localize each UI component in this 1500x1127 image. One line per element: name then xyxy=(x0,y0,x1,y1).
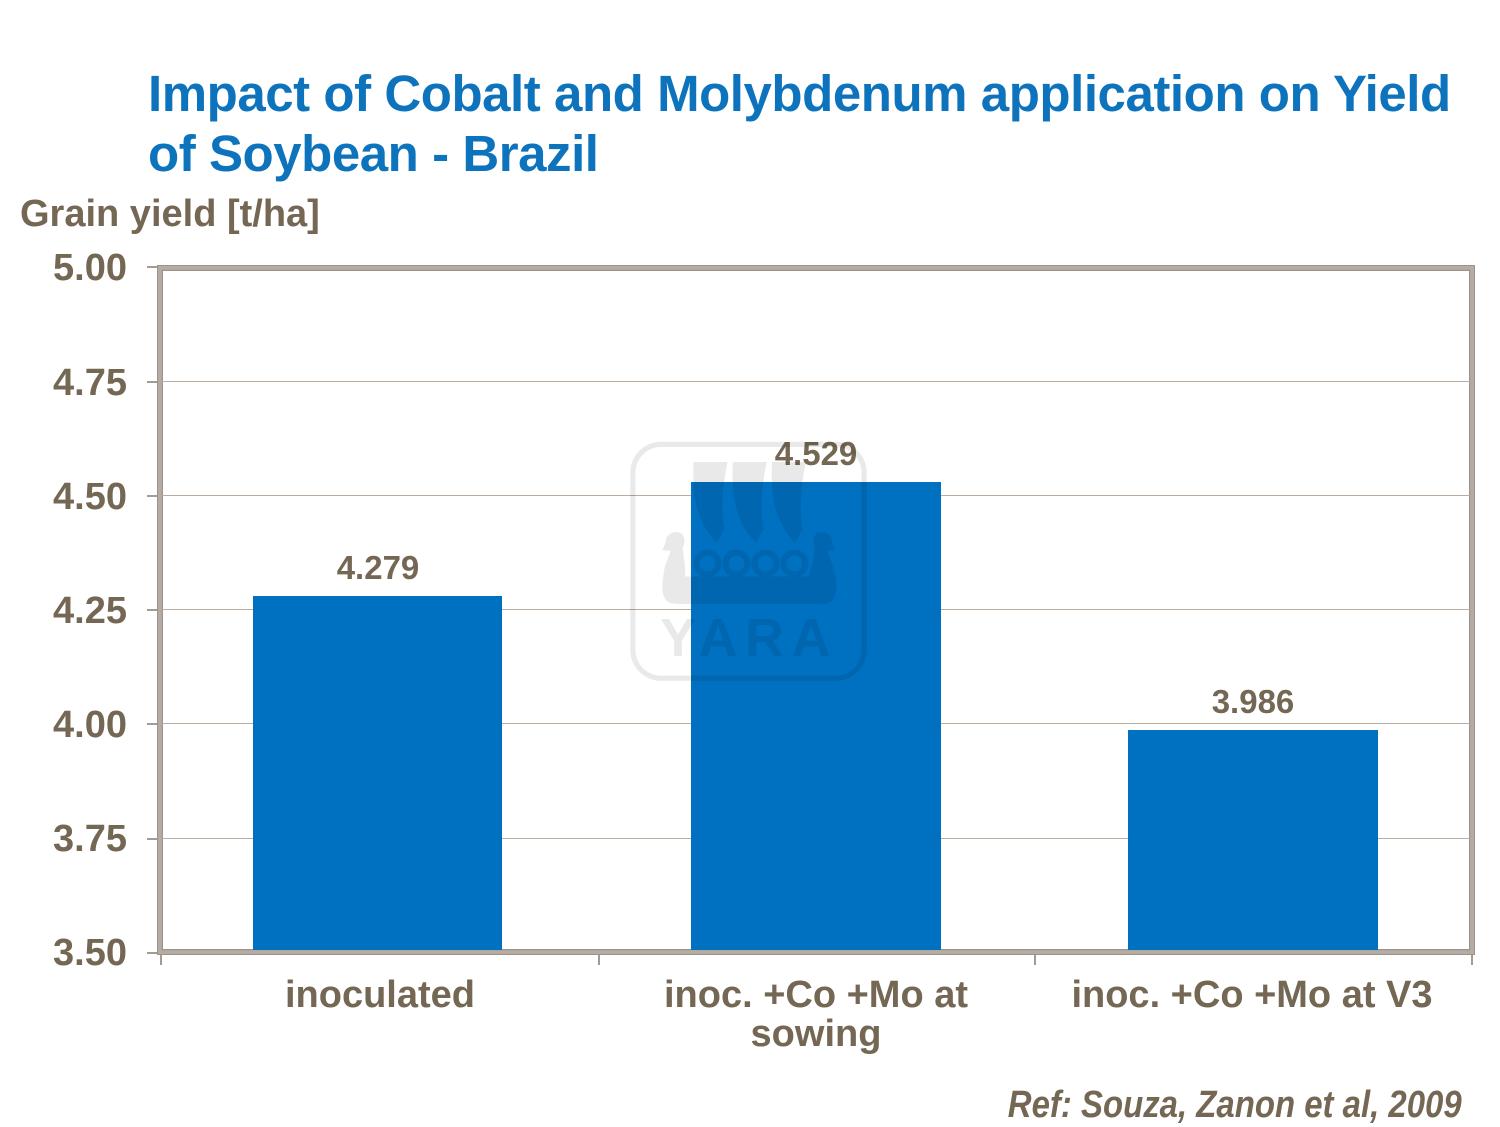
svg-text:YARA: YARA xyxy=(660,608,838,668)
